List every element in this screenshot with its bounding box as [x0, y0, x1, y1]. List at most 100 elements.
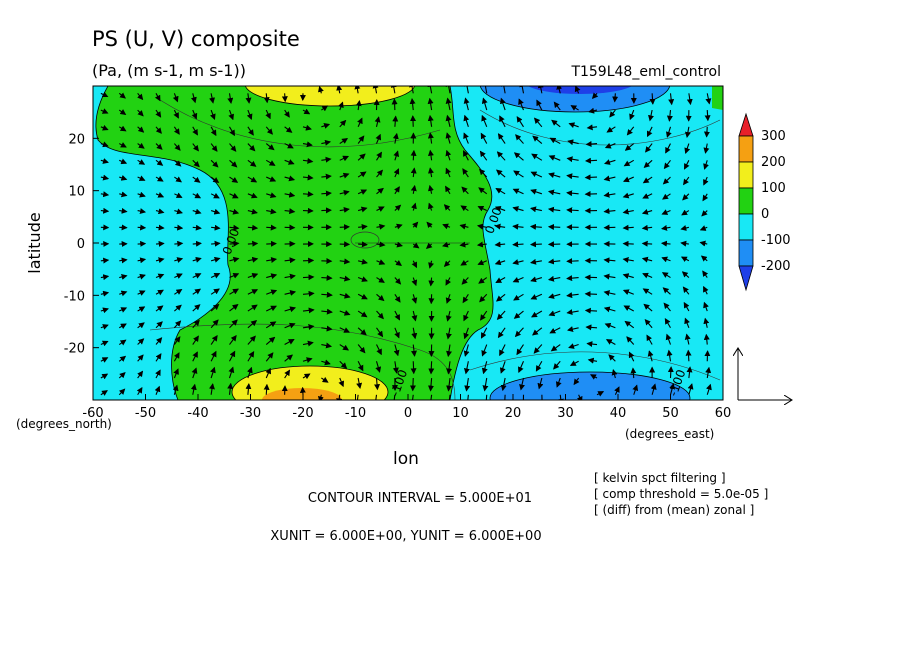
wind-vector — [703, 317, 710, 328]
wind-vector — [174, 304, 182, 312]
wind-vector — [463, 327, 470, 340]
wind-vector — [338, 377, 345, 388]
wind-vector — [445, 149, 452, 161]
wind-vector — [666, 349, 673, 362]
wind-vector — [321, 105, 329, 112]
wind-vector — [119, 290, 128, 297]
wind-vector — [566, 258, 579, 265]
wind-vector — [100, 373, 109, 380]
wind-vector — [173, 368, 179, 379]
wind-vector — [497, 133, 506, 144]
wind-vector — [477, 259, 487, 266]
wind-vector — [265, 321, 277, 329]
wind-vector — [683, 176, 690, 186]
wind-vector — [302, 141, 313, 148]
wind-vector — [668, 93, 675, 106]
wind-vector — [427, 114, 434, 127]
wind-vector — [684, 333, 691, 345]
wind-vector — [553, 360, 561, 370]
wind-vector — [356, 377, 363, 390]
wind-vector — [548, 310, 561, 317]
wind-vector — [155, 208, 165, 215]
wind-vector — [584, 157, 598, 164]
colorbar-label: -200 — [761, 259, 791, 274]
wind-vector — [660, 240, 671, 247]
wind-vector — [358, 223, 368, 230]
wind-vector — [529, 241, 542, 248]
wind-vector — [339, 172, 350, 179]
wind-vector — [339, 119, 347, 128]
wind-vector — [641, 240, 653, 247]
wind-vector — [355, 99, 362, 111]
wind-vector — [100, 207, 110, 214]
wind-vector — [530, 188, 543, 195]
wind-vector — [603, 175, 616, 182]
wind-vector — [155, 175, 164, 182]
wind-vector — [118, 388, 126, 396]
wind-vector — [462, 168, 469, 178]
wind-vector — [481, 114, 488, 128]
wind-vector — [460, 259, 469, 266]
wind-vector — [137, 224, 147, 231]
wind-vector — [209, 383, 215, 395]
wind-vector — [266, 192, 277, 199]
wind-vector — [228, 109, 234, 121]
wind-vector — [445, 97, 452, 111]
wind-vector — [661, 224, 671, 231]
wind-vector — [137, 92, 144, 101]
wind-vector — [192, 319, 200, 329]
chart-title: PS (U, V) composite — [92, 27, 300, 51]
wind-vector — [551, 119, 561, 128]
wind-vector — [513, 152, 524, 161]
wind-vector — [174, 289, 183, 295]
wind-vector — [339, 344, 350, 351]
wind-vector — [210, 143, 218, 152]
wind-vector — [228, 366, 235, 379]
wind-vector — [665, 333, 672, 345]
wind-vector — [446, 377, 453, 392]
wind-vector — [118, 142, 127, 148]
wind-vector — [661, 272, 671, 279]
wind-vector — [548, 172, 561, 179]
wind-vector — [302, 124, 312, 131]
wind-vector — [390, 86, 397, 94]
wind-vector — [357, 344, 366, 354]
wind-vector — [210, 334, 218, 345]
wind-vector — [427, 149, 434, 161]
wind-vector — [622, 224, 634, 231]
wind-vector — [585, 324, 598, 331]
wind-vector — [229, 176, 239, 183]
wind-vector — [495, 188, 506, 195]
wind-vector — [284, 191, 296, 198]
wind-vector — [566, 275, 579, 282]
y-tick-label: 20 — [68, 132, 85, 147]
wind-vector — [118, 355, 127, 362]
wind-vector — [118, 109, 127, 116]
wind-vector — [100, 324, 109, 330]
wind-vector — [247, 335, 256, 345]
wind-vector — [321, 190, 332, 197]
wind-vector — [376, 151, 382, 161]
wind-vector — [632, 384, 639, 395]
wind-vector — [604, 322, 616, 329]
wind-vector — [574, 86, 581, 94]
wind-vector — [684, 317, 690, 328]
wind-vector — [566, 207, 579, 214]
wind-vector — [229, 240, 240, 247]
wind-vector — [210, 208, 221, 215]
wind-vector — [375, 361, 382, 373]
wind-vector — [428, 184, 434, 194]
colorbar-segment — [738, 135, 754, 163]
wind-vector — [376, 241, 386, 248]
wind-vector — [374, 116, 381, 127]
wind-vector — [515, 134, 524, 144]
wind-vector — [302, 108, 311, 115]
wind-vector — [173, 126, 180, 135]
wind-vector — [281, 93, 288, 103]
wind-vector — [494, 259, 506, 266]
wind-vector — [174, 273, 183, 279]
wind-vector — [137, 257, 147, 264]
wind-vector — [519, 86, 526, 94]
wind-vector — [210, 126, 217, 137]
wind-vector — [495, 277, 506, 283]
